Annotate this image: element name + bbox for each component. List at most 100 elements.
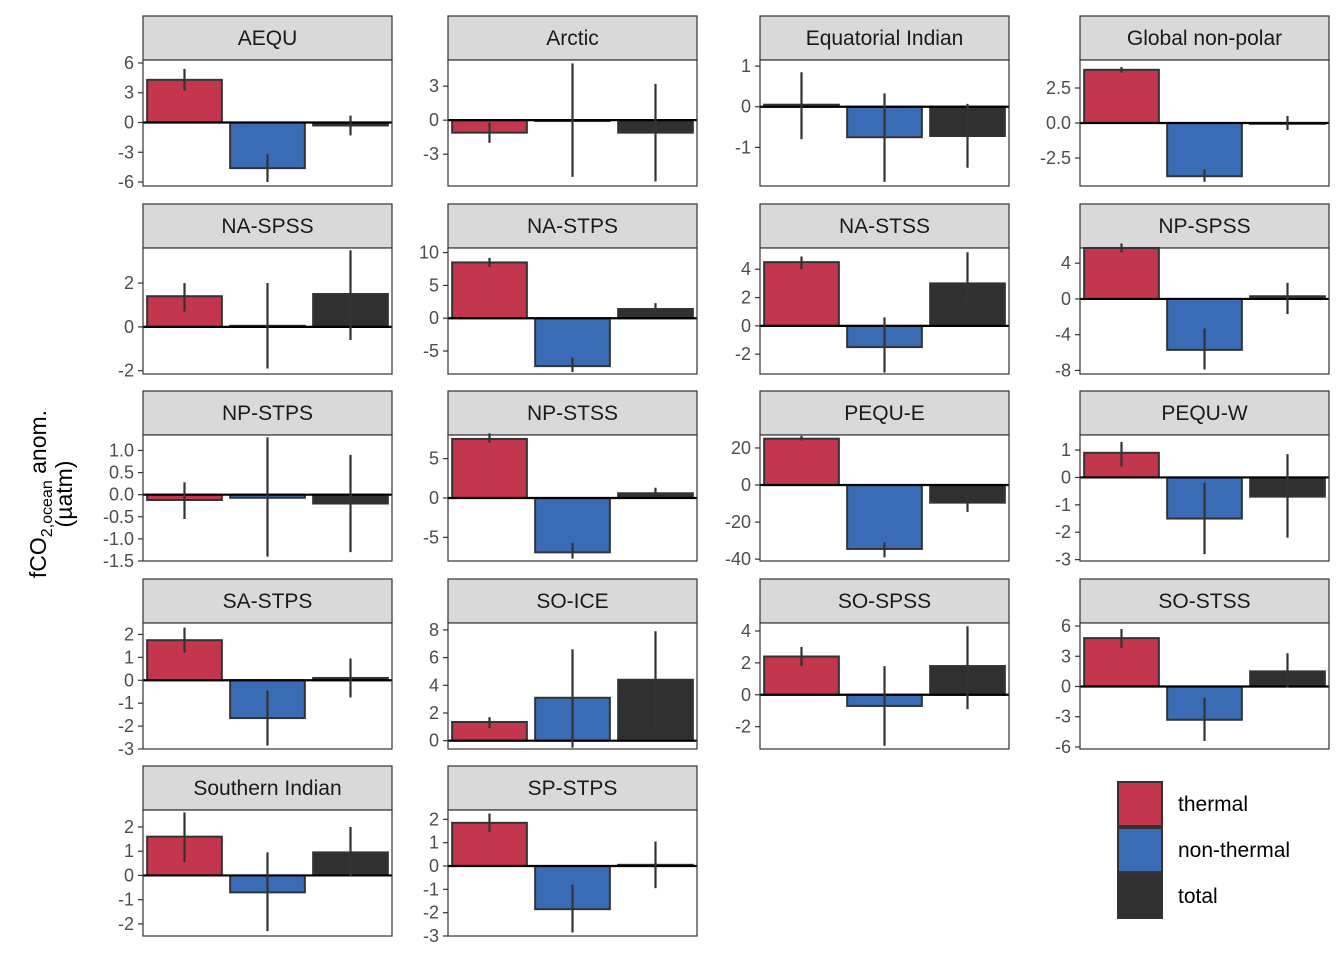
y-tick-label: -4 — [1055, 325, 1071, 345]
legend-label: thermal — [1178, 793, 1248, 816]
y-tick-label: 0 — [429, 308, 439, 328]
panels: AEQU -6 -3 0 3 6 Arctic -3 0 3 Equatorial Indian -1… — [103, 15, 1330, 946]
facet-title: Arctic — [546, 27, 599, 50]
y-tick-label: -2 — [735, 717, 751, 737]
panel-border — [1079, 434, 1330, 562]
y-tick-label: 0 — [1061, 677, 1071, 697]
y-tick-label: 0 — [429, 110, 439, 130]
y-tick-label: -2 — [118, 914, 134, 934]
panel-southern-indian: Southern Indian -2 -1 0 1 2 — [118, 765, 393, 937]
panel-so-ice: SO-ICE 0 2 4 6 8 — [429, 578, 698, 751]
legend: thermal non-thermal total — [1117, 781, 1290, 919]
facet-title: SO-STSS — [1158, 590, 1250, 613]
y-tick-label: 1 — [741, 56, 751, 76]
y-tick-label: 1 — [1061, 440, 1071, 460]
y-tick-label: 0 — [124, 670, 134, 690]
y-tick-label: -5 — [423, 341, 439, 361]
y-tick-label: 5 — [429, 275, 439, 295]
y-tick-label: -3 — [423, 144, 439, 164]
panel-np-stps: NP-STPS -1.5-1.0-0.50.00.5 1.0 — [103, 390, 393, 571]
panel-so-stss: SO-STSS -6 -3 0 3 6 — [1055, 578, 1330, 757]
panel-border — [759, 434, 1010, 562]
y-axis-title-line1: fCO2,ocean anom. — [25, 410, 56, 578]
y-tick-label: -6 — [1055, 737, 1071, 757]
panel-aequ: AEQU -6 -3 0 3 6 — [118, 15, 393, 192]
y-tick-label: -1 — [118, 890, 134, 910]
facet-title: NA-STPS — [527, 215, 618, 238]
facet-strip — [447, 578, 698, 624]
y-tick-label: 6 — [1061, 616, 1071, 636]
legend-swatch — [1117, 827, 1163, 873]
facet-title: PEQU-W — [1161, 402, 1248, 425]
facet-strip — [142, 203, 393, 249]
y-tick-label: 4 — [741, 621, 751, 641]
y-tick-label: -3 — [423, 926, 439, 946]
y-tick-label: 0 — [429, 731, 439, 751]
y-tick-label: 8 — [429, 620, 439, 640]
y-tick-label: 2 — [124, 624, 134, 644]
bar-thermal — [763, 261, 840, 327]
y-tick-label: -5 — [423, 527, 439, 547]
facet-strip — [759, 203, 1010, 249]
y-tick-label: 0.0 — [1046, 113, 1071, 133]
panel-arctic: Arctic -3 0 3 — [423, 15, 698, 187]
panel-np-spss: NP-SPSS -8 -4 0 4 — [1055, 203, 1330, 380]
y-tick-label: 0 — [741, 475, 751, 495]
y-tick-label: -1 — [735, 137, 751, 157]
panel-border — [447, 809, 698, 937]
y-tick-label: 0 — [1061, 467, 1071, 487]
y-tick-label: 0.0 — [109, 485, 134, 505]
y-axis-title-subscript: 2,ocean — [39, 480, 56, 537]
facet-title: PEQU-E — [844, 402, 925, 425]
legend-swatch — [1117, 873, 1163, 919]
y-tick-label: 0 — [741, 316, 751, 336]
panel-pequ-w: PEQU-W -3 -2 -1 0 1 — [1055, 390, 1330, 570]
y-tick-label: 20 — [731, 438, 751, 458]
panel-border — [447, 622, 698, 750]
panel-border — [759, 247, 1010, 375]
y-tick-label: 3 — [429, 76, 439, 96]
y-tick-label: -2 — [118, 361, 134, 381]
y-tick-label: 0 — [429, 856, 439, 876]
y-tick-label: 0 — [741, 685, 751, 705]
facet-strip — [447, 390, 698, 436]
y-tick-label: -1 — [1055, 495, 1071, 515]
y-axis-title-unit: (µatm) — [51, 461, 77, 528]
facet-title: NP-STSS — [527, 402, 618, 425]
y-tick-label: -2 — [423, 903, 439, 923]
facet-title: NP-SPSS — [1158, 215, 1250, 238]
y-tick-label: 0 — [124, 865, 134, 885]
y-tick-label: 4 — [429, 675, 439, 695]
facet-title: NA-STSS — [839, 215, 930, 238]
facet-title: AEQU — [238, 27, 298, 50]
bar-non-thermal — [846, 484, 923, 550]
y-tick-label: -1.5 — [103, 551, 134, 571]
facet-strip — [142, 765, 393, 811]
panel-border — [142, 809, 393, 937]
y-tick-label: -2 — [1055, 522, 1071, 542]
y-tick-label: -2.5 — [1040, 148, 1071, 168]
y-tick-label: -2 — [118, 716, 134, 736]
bar-thermal — [763, 437, 840, 487]
facet-title: SP-STPS — [528, 777, 618, 800]
panel-so-spss: SO-SPSS -2 0 2 4 — [735, 578, 1010, 750]
y-axis-title: fCO2,ocean anom. (µatm) — [25, 410, 77, 578]
facet-strip — [759, 15, 1010, 61]
panel-border — [142, 434, 393, 562]
y-tick-label: 0 — [1061, 289, 1071, 309]
y-axis-title-main: fCO — [25, 537, 51, 578]
facet-title: Global non-polar — [1127, 27, 1282, 50]
y-tick-label: 2 — [429, 809, 439, 829]
panel-border — [759, 622, 1010, 750]
y-tick-label: 0 — [124, 317, 134, 337]
facet-title: NP-STPS — [222, 402, 313, 425]
panel-global-non-polar: Global non-polar -2.5 0.0 2.5 — [1040, 15, 1330, 187]
facet-strip — [447, 765, 698, 811]
y-tick-label: -40 — [725, 549, 751, 569]
y-tick-label: 5 — [429, 449, 439, 469]
panel-border — [1079, 247, 1330, 375]
y-axis-title-rest: anom. — [25, 410, 51, 480]
facet-title: SO-ICE — [536, 590, 608, 613]
facet-strip — [1079, 203, 1330, 249]
